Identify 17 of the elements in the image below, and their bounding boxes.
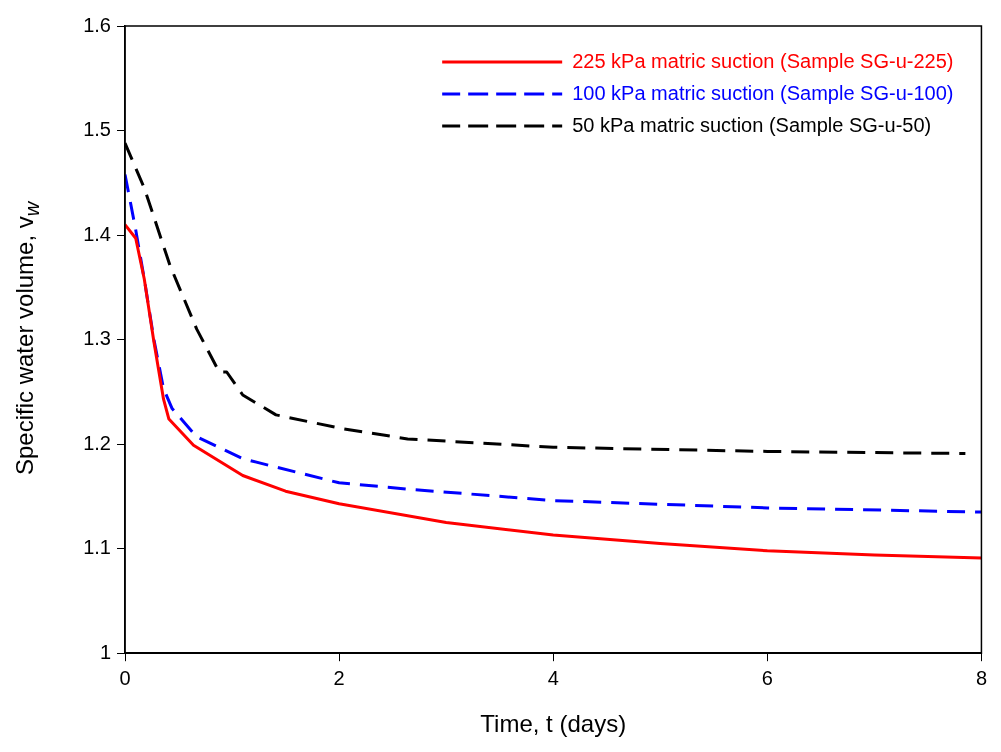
x-tick-label: 6 [761,666,773,689]
y-tick-label: 1.4 [83,222,111,245]
x-tick-label: 2 [333,666,345,689]
y-tick-label: 1.5 [83,118,111,141]
x-tick-label: 8 [975,666,987,689]
x-tick-label: 4 [547,666,559,689]
text: 50 kPa matric suction (Sample SG-u-50) [572,113,932,136]
x-axis-title: Time, t (days) [480,710,627,738]
x-tick-label: 0 [119,666,131,689]
y-tick-label: 1.3 [83,327,111,350]
text: 100 kPa matric suction (Sample SG-u-100) [572,81,954,104]
y-tick-label: 1.1 [83,536,111,559]
y-tick-label: 1.2 [83,431,111,454]
y-tick-label: 1 [99,640,111,663]
text: 225 kPa matric suction (Sample SG-u-225) [572,49,954,72]
line-series [125,172,982,514]
y-tick-label: 1.6 [83,13,111,36]
